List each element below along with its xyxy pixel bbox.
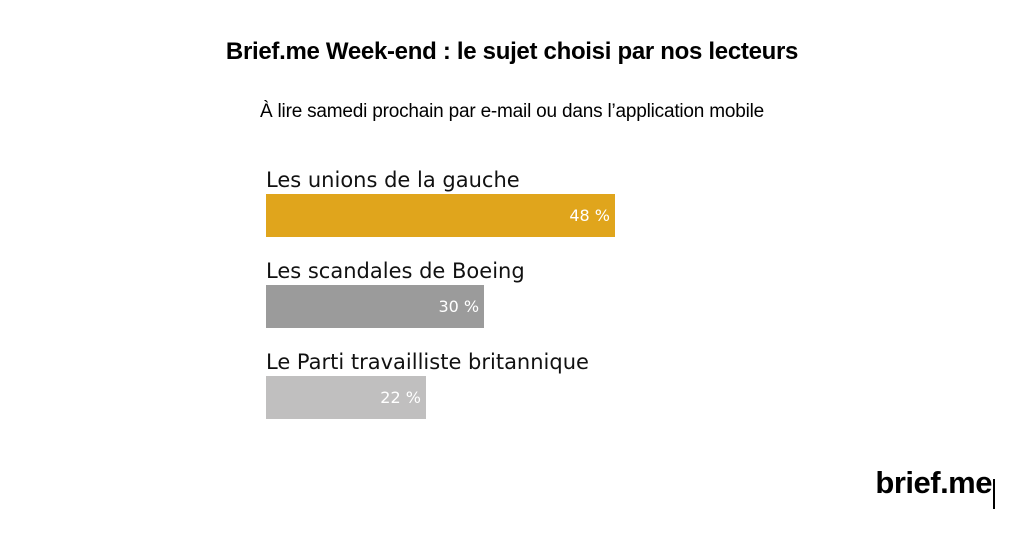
bar-chart: Les unions de la gauche 48 % Les scandales… [266,164,766,434]
bar-label: Les scandales de Boeing [266,259,525,283]
bar [266,376,426,419]
bar [266,285,485,328]
bar-value-label: 22 % [380,388,421,407]
bar-label: Les unions de la gauche [266,168,520,192]
bar-value-label: 48 % [569,206,610,225]
bar-value-label: 30 % [438,297,480,316]
chart-title: Brief.me Week-end : le sujet choisi par … [225,38,799,65]
logo-accent-bar [993,479,995,509]
brief-me-logo: brief.me [875,465,992,500]
bar-label: Le Parti travailliste britannique [266,350,589,374]
chart-subtitle: À lire samedi prochain par e-mail ou dan… [259,101,765,122]
bar [266,194,615,237]
